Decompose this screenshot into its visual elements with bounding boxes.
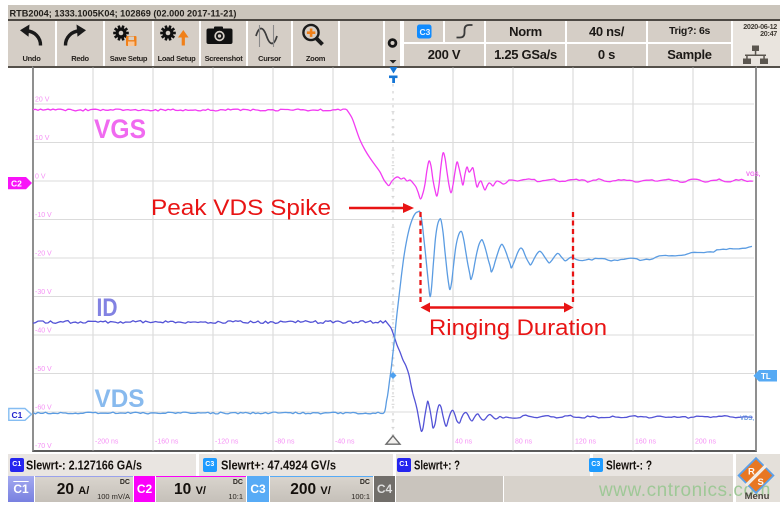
svg-text:20 V: 20 V: [35, 97, 50, 104]
svg-text:C1: C1: [12, 410, 23, 420]
svg-text:R: R: [748, 467, 755, 478]
svg-text:40 ns: 40 ns: [455, 439, 473, 446]
svg-text:Slewrt-: 2.127166 GA/s: Slewrt-: 2.127166 GA/s: [26, 459, 142, 473]
svg-text:-30 V: -30 V: [35, 289, 52, 296]
svg-text:-40 ns: -40 ns: [335, 439, 355, 446]
svg-text:-80 ns: -80 ns: [275, 439, 295, 446]
svg-text:ID: ID: [97, 294, 118, 322]
svg-text:-120 ns: -120 ns: [215, 439, 239, 446]
svg-text:80 ns: 80 ns: [515, 439, 533, 446]
svg-text:Slewrt-: ?: Slewrt-: ?: [606, 459, 652, 473]
svg-text:TL: TL: [761, 372, 771, 381]
svg-text:C3: C3: [420, 27, 431, 37]
svg-text:-160 ns: -160 ns: [155, 439, 179, 446]
svg-text:VDS: VDS: [95, 385, 145, 413]
svg-text:C2: C2: [11, 179, 22, 189]
svg-text:-200 ns: -200 ns: [95, 439, 119, 446]
svg-text:-70 V: -70 V: [35, 443, 52, 450]
svg-text:-20 V: -20 V: [35, 251, 52, 258]
svg-text:-50 V: -50 V: [35, 366, 52, 373]
svg-text:0 V: 0 V: [35, 174, 46, 181]
svg-text:Slewrt+: 47.4924 GV/s: Slewrt+: 47.4924 GV/s: [221, 459, 336, 473]
svg-text:VGS,: VGS,: [746, 172, 761, 178]
svg-text:Peak VDS Spike: Peak VDS Spike: [151, 195, 331, 220]
svg-text:S: S: [758, 477, 764, 488]
svg-text:VDS,: VDS,: [740, 416, 754, 422]
svg-text:VGS: VGS: [94, 114, 146, 144]
svg-text:-60 V: -60 V: [35, 405, 52, 412]
svg-text:Slewrt+: ?: Slewrt+: ?: [414, 459, 460, 473]
svg-text:-40 V: -40 V: [35, 328, 52, 335]
svg-text:-10 V: -10 V: [35, 212, 52, 219]
svg-text:10 V: 10 V: [35, 135, 50, 142]
svg-text:200 ns: 200 ns: [695, 439, 717, 446]
svg-text:160 ns: 160 ns: [635, 439, 657, 446]
svg-text:Ringing Duration: Ringing Duration: [429, 315, 607, 340]
svg-text:RTB2004; 1333.1005K04; 102869: RTB2004; 1333.1005K04; 102869 (02.000 20…: [10, 9, 237, 20]
svg-text:120 ns: 120 ns: [575, 439, 597, 446]
